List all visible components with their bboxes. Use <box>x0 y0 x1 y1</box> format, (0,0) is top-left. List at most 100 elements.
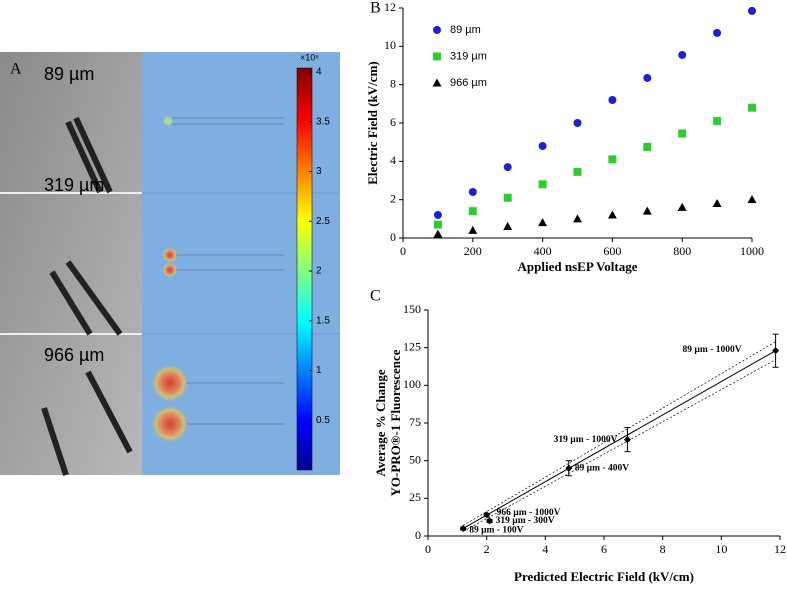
point <box>468 188 477 196</box>
y-tick-label: 10 <box>384 38 396 52</box>
point <box>748 103 756 112</box>
point <box>608 96 617 104</box>
y-tick-label: 6 <box>390 115 396 129</box>
point <box>503 193 512 202</box>
colorbar-tick-label: 1.5 <box>316 315 330 326</box>
point <box>538 180 547 189</box>
image-label: 319 µm <box>44 175 104 195</box>
legend-marker <box>433 26 441 34</box>
point-label: 319 µm - 300V <box>496 516 555 526</box>
x-tick-label: 0 <box>400 244 406 258</box>
panel-label: A <box>10 61 22 78</box>
legend-marker <box>432 78 442 87</box>
y-tick-label: 25 <box>409 490 421 504</box>
y-tick-label: 4 <box>390 153 396 167</box>
y-tick-label: 50 <box>409 452 421 466</box>
point <box>433 229 443 238</box>
colorbar-tick-label: 2 <box>316 266 322 277</box>
point <box>573 214 582 223</box>
x-tick-label: 2 <box>484 542 490 556</box>
point <box>573 167 582 176</box>
y-axis-label: YO-PRO®-1 Fluorescence <box>388 349 403 496</box>
point <box>678 129 687 138</box>
point-label: 319 µm - 1000V <box>554 435 618 445</box>
point <box>747 195 757 204</box>
point <box>643 73 652 82</box>
point <box>642 206 652 215</box>
point <box>678 50 687 59</box>
x-tick-label: 12 <box>774 542 786 556</box>
point <box>565 464 573 472</box>
colorbar-tick-label: 4 <box>316 67 322 78</box>
panel-label: B <box>370 0 381 17</box>
probe <box>65 116 113 194</box>
point <box>712 199 722 207</box>
y-tick-label: 150 <box>403 302 421 316</box>
legend-label: 966 µm <box>450 77 487 89</box>
x-tick-label: 800 <box>673 244 691 258</box>
x-tick-label: 400 <box>534 244 552 258</box>
x-tick-label: 0 <box>425 542 431 556</box>
point <box>713 28 722 37</box>
x-tick-label: 8 <box>660 542 666 556</box>
point <box>748 6 756 15</box>
y-tick-label: 125 <box>403 339 421 353</box>
colorbar-tick-label: 3.5 <box>316 116 330 127</box>
point <box>468 207 477 216</box>
panel-label: C <box>370 288 381 305</box>
x-tick-label: 200 <box>464 244 482 258</box>
point-label: 89 µm - 100V <box>469 526 523 536</box>
point <box>433 211 442 219</box>
point <box>608 155 617 164</box>
confidence-band <box>463 359 776 532</box>
legend-label: 89 µm <box>450 24 481 36</box>
point-label: 89 µm - 1000V <box>683 345 742 355</box>
point <box>433 220 442 229</box>
colorbar-tick-label: 2.5 <box>316 216 330 227</box>
y-tick-label: 12 <box>384 0 396 14</box>
point-label: 89 µm - 400V <box>575 463 629 473</box>
colorbar-tick-label: 0.5 <box>316 415 330 426</box>
point <box>483 511 491 519</box>
panel-a: A ×10⁵ <box>0 52 340 476</box>
y-tick-label: 8 <box>390 76 396 90</box>
point <box>503 163 512 172</box>
confidence-band <box>463 341 776 526</box>
point <box>538 218 548 227</box>
x-tick-label: 4 <box>542 542 548 556</box>
point <box>607 210 617 219</box>
point <box>713 117 722 126</box>
point-label: 966 µm - 1000V <box>497 508 561 518</box>
legend-label: 319 µm <box>450 50 487 62</box>
y-tick-label: 0 <box>390 230 396 244</box>
y-tick-label: 100 <box>403 377 421 391</box>
colorbar <box>296 67 313 471</box>
x-tick-label: 1000 <box>740 244 764 258</box>
point <box>503 222 513 230</box>
x-tick-label: 10 <box>715 542 727 556</box>
point <box>486 517 494 525</box>
colorbar-tick-label: 3 <box>316 166 322 177</box>
x-tick-label: 600 <box>603 244 621 258</box>
legend-marker <box>433 52 441 61</box>
point <box>643 142 652 151</box>
y-axis-label: Average % Change <box>373 369 388 477</box>
point <box>772 347 780 355</box>
point <box>468 225 478 234</box>
point <box>538 142 547 150</box>
colorbar-tick-label: 1 <box>316 365 322 376</box>
y-tick-label: 75 <box>409 415 421 429</box>
point <box>623 436 631 444</box>
image-label: 89 µm <box>44 64 94 84</box>
y-tick-label: 2 <box>390 191 396 205</box>
probe <box>49 260 123 336</box>
probe <box>41 370 133 476</box>
x-tick-label: 6 <box>601 542 607 556</box>
image-label: 966 µm <box>44 345 104 365</box>
colorbar-exponent: ×10⁵ <box>300 52 319 62</box>
point <box>677 202 687 211</box>
point <box>573 119 582 127</box>
x-axis-label: Predicted Electric Field (kV/cm) <box>514 569 694 584</box>
y-tick-label: 0 <box>415 528 421 542</box>
